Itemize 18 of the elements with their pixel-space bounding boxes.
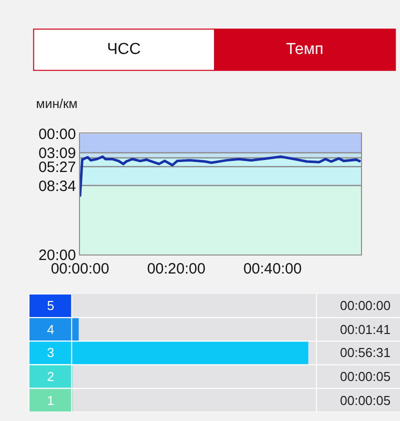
y-tick-label: 08:34 bbox=[38, 178, 76, 195]
data-label: 00:56:31 bbox=[340, 345, 391, 360]
x-tick-label: 00:40:00 bbox=[243, 260, 302, 278]
x-tick-label: 00:20:00 bbox=[147, 260, 206, 278]
y-tick-label: 3 bbox=[47, 345, 54, 360]
text: ЧСС bbox=[107, 41, 141, 58]
y-axis-title: мин/км bbox=[36, 96, 78, 111]
line-series bbox=[80, 155, 362, 198]
y-tick-label: 2 bbox=[47, 369, 54, 384]
y-tick-label: 4 bbox=[47, 322, 54, 337]
text: Темп bbox=[286, 41, 324, 58]
data-label: 00:00:05 bbox=[340, 369, 391, 384]
data-label: 00:00:05 bbox=[340, 393, 391, 408]
y-tick-label: 5 bbox=[47, 298, 54, 313]
y-tick-label: 00:00 bbox=[38, 126, 76, 143]
y-tick-label: 1 bbox=[47, 393, 54, 408]
data-label: 00:00:00 bbox=[340, 298, 391, 313]
data-label: 00:01:41 bbox=[340, 322, 391, 337]
